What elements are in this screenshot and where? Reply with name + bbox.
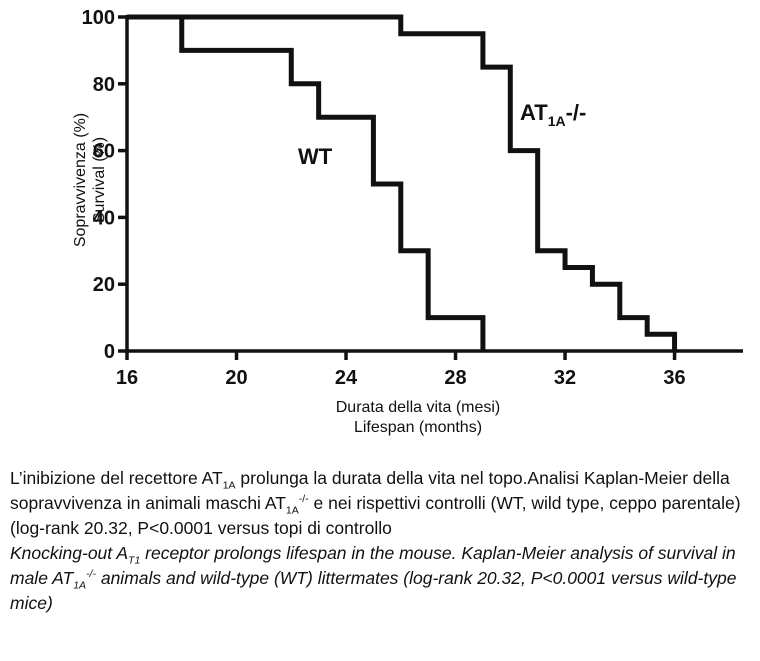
caption-it-part1: L’inibizione del recettore AT — [10, 468, 223, 488]
caption-en-sub1: T1 — [128, 554, 141, 567]
y-tick-label: 0 — [104, 341, 115, 363]
caption-en-part2: receptor prolongs lifespan in the mouse.… — [10, 543, 736, 588]
x-axis-label-it: Durata della vita (mesi) — [335, 399, 501, 416]
x-tick-label: 36 — [663, 367, 685, 389]
wt-survival-curve — [127, 14, 486, 351]
y-axis-label-en: Survival (%) — [91, 136, 108, 224]
caption-it-sub2: 1A — [285, 504, 299, 517]
caption-it-sub1: 1A — [222, 479, 236, 492]
x-tick-label: 24 — [335, 367, 358, 389]
x-tick-label: 28 — [444, 367, 466, 389]
series-label-at1a-main: AT — [520, 100, 548, 125]
survival-chart: 0 20 40 60 80 100 16 20 24 28 32 36 WT AT1A-/- — [82, 7, 743, 389]
caption-it-part2: prolunga la durata della vita nel topo.A… — [10, 468, 730, 513]
x-axis-label: Durata della vita (mesi) Lifespan (month… — [208, 398, 628, 438]
caption-en-sub2: 1A — [73, 579, 87, 592]
caption-en-sup2: -/- — [86, 568, 96, 581]
series-label-wt: WT — [298, 144, 333, 169]
y-axis: 0 20 40 60 80 100 — [82, 7, 129, 363]
x-tick-label: 20 — [225, 367, 247, 389]
at1a-survival-curve — [127, 14, 678, 351]
caption-en-part1: Knocking-out A — [10, 543, 129, 563]
y-tick-label: 100 — [82, 7, 115, 29]
caption-italian: L’inibizione del recettore AT1A prolunga… — [10, 466, 754, 541]
series-label-at1a: AT1A-/- — [520, 100, 586, 129]
y-axis-label: Sopravvivenza (%) Survival (%) — [10, 100, 170, 260]
y-axis-label-it: Sopravvivenza (%) — [72, 112, 89, 248]
x-axis: 16 20 24 28 32 36 — [116, 349, 743, 389]
y-tick-label: 80 — [93, 74, 115, 96]
series-label-at1a-sub: 1A — [548, 113, 566, 129]
x-tick-label: 16 — [116, 367, 138, 389]
y-tick-label: 40 — [93, 207, 115, 229]
figure-caption: L’inibizione del recettore AT1A prolunga… — [10, 466, 754, 616]
caption-it-part3: e nei rispettivi controlli (WT, wild typ… — [10, 493, 741, 538]
y-tick-label: 20 — [93, 274, 115, 296]
caption-en-part3: animals and wild-type (WT) littermates (… — [10, 568, 737, 613]
series-label-at1a-suffix: -/- — [566, 100, 587, 125]
survival-curves — [127, 14, 678, 351]
caption-it-sup2: -/- — [298, 493, 309, 506]
x-axis-label-en: Lifespan (months) — [353, 419, 483, 436]
y-tick-label: 60 — [93, 141, 115, 163]
x-tick-label: 32 — [554, 367, 576, 389]
caption-english: Knocking-out AT1 receptor prolongs lifes… — [10, 541, 754, 616]
